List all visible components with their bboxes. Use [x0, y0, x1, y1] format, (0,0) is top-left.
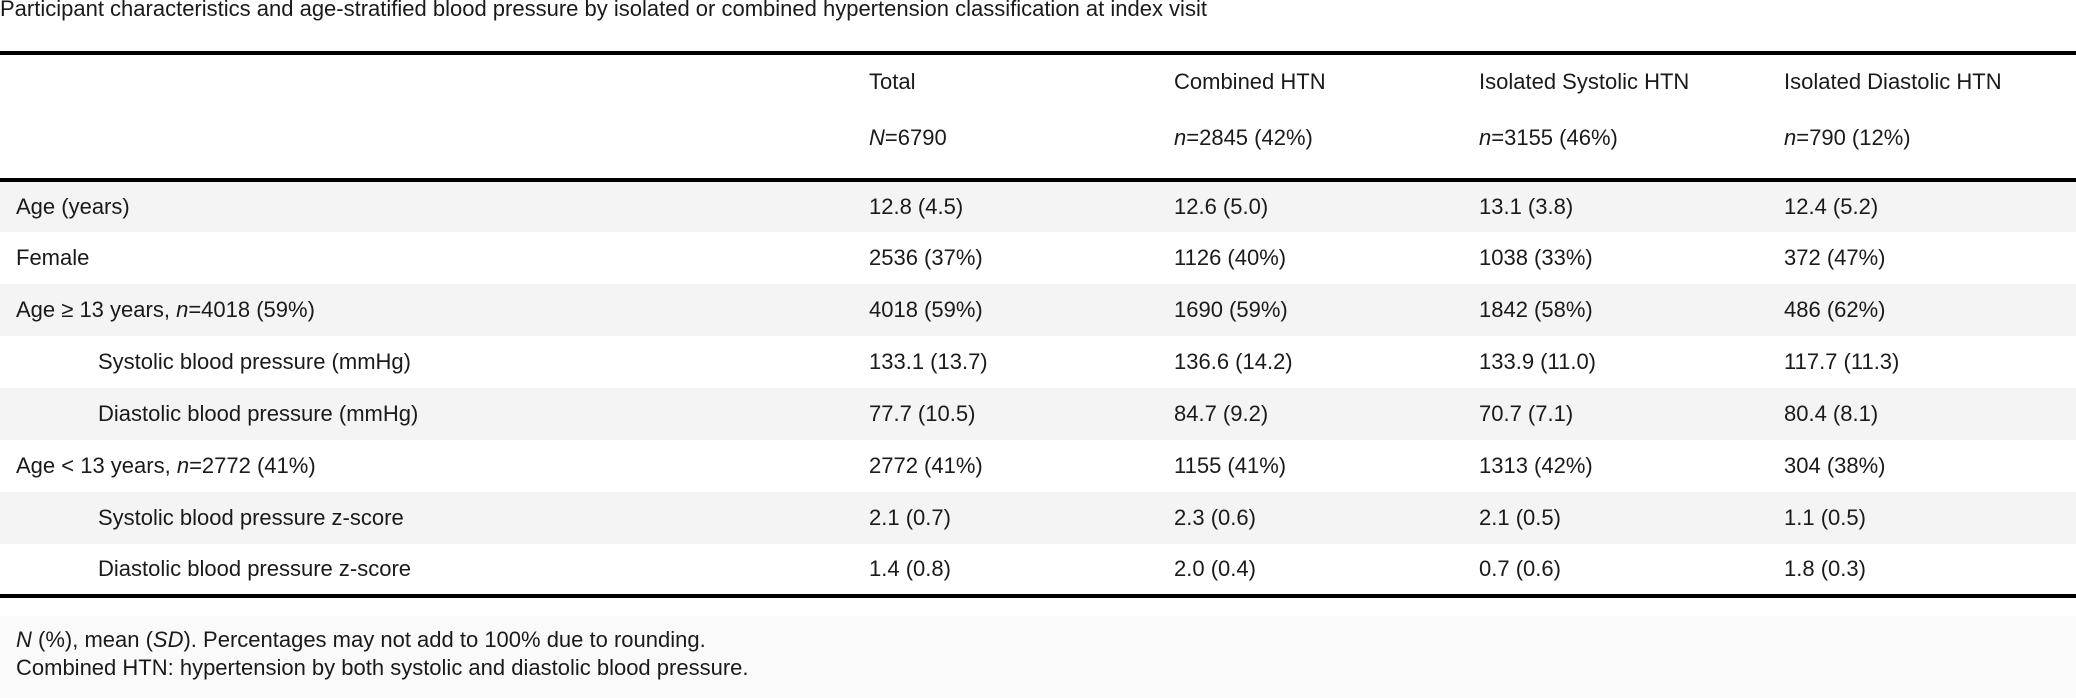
header-count-isolated-diastolic-htn: n=790 (12%): [1768, 124, 2076, 180]
cell-isolated-systolic-htn: 133.9 (11.0): [1479, 349, 1597, 374]
row-label: Systolic blood pressure (mmHg): [98, 349, 411, 374]
count-symbol: n: [1784, 125, 1797, 150]
row-label: Diastolic blood pressure (mmHg): [0, 388, 853, 440]
count-value: =3155 (46%): [1491, 125, 1618, 150]
cell-combined-htn: 136.6 (14.2): [1174, 349, 1293, 374]
header-isolated-systolic-htn: Isolated Systolic HTN: [1479, 69, 1690, 94]
cell-isolated-diastolic-htn: 486 (62%): [1768, 284, 2076, 336]
count-symbol: N: [869, 125, 885, 150]
row-label-count: =4018 (59%): [188, 297, 315, 322]
row-label-n: n: [176, 453, 190, 478]
row-label: Diastolic blood pressure z-score: [98, 556, 412, 581]
table-row-age-under-13: Age < 13 years, n=2772 (41%) 2772 (41%) …: [0, 440, 2076, 492]
header-row-counts: N=6790 n=2845 (42%) n=3155 (46%) n=790 (…: [0, 124, 2076, 180]
count-value: =2845 (42%): [1186, 125, 1313, 150]
table-row-diastolic-mmhg: Diastolic blood pressure (mmHg) 77.7 (10…: [0, 388, 2076, 440]
cell-combined-htn: 1690 (59%): [1158, 284, 1463, 336]
row-label: Age < 13 years, n=2772 (41%): [0, 440, 853, 492]
count-value: =790 (12%): [1796, 125, 1911, 150]
cell-isolated-systolic-htn: 1842 (58%): [1463, 284, 1768, 336]
cell-combined-htn: 2.3 (0.6): [1158, 492, 1463, 544]
row-label-count: =2772 (41%): [189, 453, 316, 478]
cell-total: 2.1 (0.7): [853, 492, 1158, 544]
table-row-female: Female 2536 (37%) 1126 (40%) 1038 (33%) …: [0, 232, 2076, 284]
row-label: Age (years): [0, 180, 853, 232]
cell-combined-htn: 1126 (40%): [1174, 245, 1287, 270]
cell-combined-htn: 1155 (41%): [1174, 453, 1287, 478]
cell-combined-htn: 84.7 (9.2): [1158, 388, 1463, 440]
cell-isolated-diastolic-htn: 80.4 (8.1): [1768, 388, 2076, 440]
footnote-area: [0, 616, 2076, 698]
header-isolated-diastolic-htn: Isolated Diastolic HTN: [1784, 69, 2002, 94]
cell-isolated-systolic-htn: 2.1 (0.5): [1463, 492, 1768, 544]
cell-isolated-systolic-htn: 13.1 (3.8): [1463, 180, 1768, 232]
participant-characteristics-table: Total Combined HTN Isolated Systolic HTN…: [0, 51, 2076, 598]
table-row-age-13-plus: Age ≥ 13 years, n=4018 (59%) 4018 (59%) …: [0, 284, 2076, 336]
cell-total: 2536 (37%): [869, 245, 983, 270]
cell-isolated-systolic-htn: 70.7 (7.1): [1463, 388, 1768, 440]
count-value: =6790: [884, 125, 947, 150]
table-footnotes: N (%), mean (SD). Percentages may not ad…: [16, 626, 749, 682]
header-count-isolated-systolic-htn: n=3155 (46%): [1463, 124, 1768, 180]
cell-combined-htn: 2.0 (0.4): [1174, 556, 1256, 581]
row-label: Age ≥ 13 years, n=4018 (59%): [0, 284, 853, 336]
header-row-labels: Total Combined HTN Isolated Systolic HTN…: [0, 53, 2076, 124]
footnote-line-1: N (%), mean (SD). Percentages may not ad…: [16, 626, 749, 654]
cell-total: 1.4 (0.8): [869, 556, 951, 581]
row-label-text: Age < 13 years,: [16, 453, 177, 478]
header-count-total: N=6790: [853, 124, 1158, 180]
footnote-sd-symbol: SD: [152, 627, 184, 652]
header-combined-htn: Combined HTN: [1174, 69, 1326, 94]
cell-total: 133.1 (13.7): [869, 349, 988, 374]
cell-total: 12.8 (4.5): [853, 180, 1158, 232]
row-label: Systolic blood pressure z-score: [0, 492, 853, 544]
cell-isolated-diastolic-htn: 117.7 (11.3): [1784, 349, 1900, 374]
table-caption: Participant characteristics and age-stra…: [0, 0, 1207, 21]
cell-isolated-systolic-htn: 1038 (33%): [1479, 245, 1593, 270]
row-label-n: n: [176, 297, 189, 322]
table-row-age-years: Age (years) 12.8 (4.5) 12.6 (5.0) 13.1 (…: [0, 180, 2076, 232]
table-row-systolic-z-score: Systolic blood pressure z-score 2.1 (0.7…: [0, 492, 2076, 544]
cell-isolated-diastolic-htn: 12.4 (5.2): [1768, 180, 2076, 232]
header-total: Total: [869, 69, 916, 94]
cell-isolated-systolic-htn: 1313 (42%): [1479, 453, 1593, 478]
footnote-n-symbol: N: [16, 627, 32, 652]
footnote-text: (%), mean (: [31, 627, 153, 652]
cell-isolated-diastolic-htn: 304 (38%): [1784, 453, 1886, 478]
cell-total: 2772 (41%): [869, 453, 983, 478]
row-label-text: Age ≥ 13 years,: [16, 297, 177, 322]
row-label: Female: [16, 245, 90, 270]
table-row-systolic-mmhg: Systolic blood pressure (mmHg) 133.1 (13…: [0, 336, 2076, 388]
footnote-line-2: Combined HTN: hypertension by both systo…: [16, 655, 749, 680]
table-row-diastolic-z-score: Diastolic blood pressure z-score 1.4 (0.…: [0, 544, 2076, 596]
header-blank: [0, 53, 853, 124]
count-symbol: n: [1479, 125, 1492, 150]
count-symbol: n: [1174, 125, 1187, 150]
cell-isolated-diastolic-htn: 1.8 (0.3): [1784, 556, 1866, 581]
header-count-combined-htn: n=2845 (42%): [1158, 124, 1463, 180]
cell-combined-htn: 12.6 (5.0): [1158, 180, 1463, 232]
cell-total: 77.7 (10.5): [853, 388, 1158, 440]
cell-isolated-diastolic-htn: 1.1 (0.5): [1768, 492, 2076, 544]
table-body: Age (years) 12.8 (4.5) 12.6 (5.0) 13.1 (…: [0, 180, 2076, 596]
header-count-blank: [0, 124, 853, 180]
cell-total: 4018 (59%): [853, 284, 1158, 336]
footnote-text: ). Percentages may not add to 100% due t…: [183, 627, 706, 652]
table-header: Total Combined HTN Isolated Systolic HTN…: [0, 53, 2076, 180]
cell-isolated-diastolic-htn: 372 (47%): [1784, 245, 1886, 270]
cell-isolated-systolic-htn: 0.7 (0.6): [1479, 556, 1561, 581]
